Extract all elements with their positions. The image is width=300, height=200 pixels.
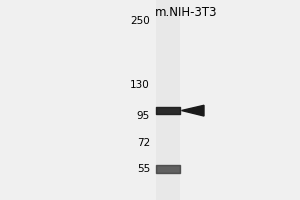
Polygon shape [182, 105, 204, 116]
Bar [156, 0, 180, 200]
Text: 130: 130 [130, 80, 150, 90]
Text: 72: 72 [137, 138, 150, 148]
Text: 95: 95 [137, 111, 150, 121]
Text: 250: 250 [130, 16, 150, 26]
Text: m.NIH-3T3: m.NIH-3T3 [155, 6, 217, 19]
Text: 55: 55 [137, 164, 150, 174]
